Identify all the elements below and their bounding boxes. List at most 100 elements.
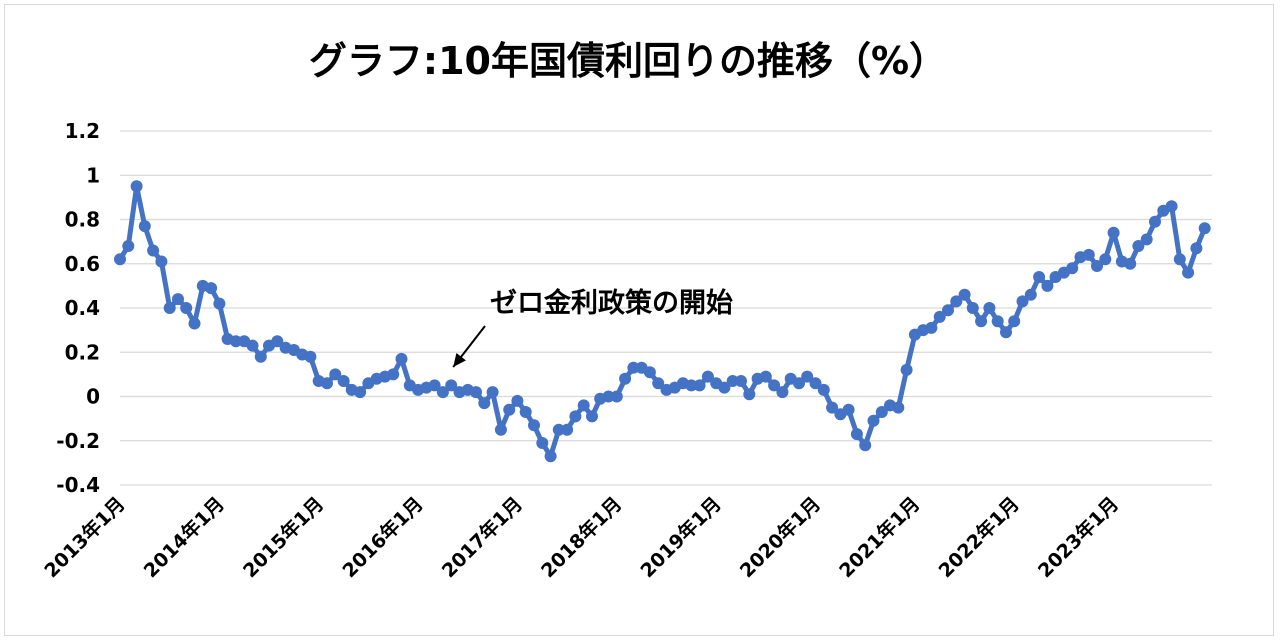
data-point: [793, 377, 805, 390]
data-point: [1066, 262, 1079, 275]
data-point: [768, 379, 781, 392]
data-point: [1000, 326, 1012, 339]
data-point: [519, 406, 532, 418]
data-point: [552, 423, 565, 436]
data-point: [577, 399, 590, 412]
data-point: [809, 377, 822, 390]
data-point: [1198, 222, 1211, 235]
data-point: [627, 361, 640, 374]
annotation-text: ゼロ金利政策の開始: [490, 287, 733, 319]
data-point: [850, 428, 863, 441]
chart-frame: [4, 4, 1274, 636]
data-point: [842, 403, 855, 416]
data-point: [925, 321, 938, 334]
y-tick-label: 0.6: [65, 252, 100, 276]
data-point: [701, 370, 714, 383]
y-tick-label: 0.2: [65, 340, 100, 364]
data-point: [138, 220, 151, 233]
series-yield: [114, 180, 1211, 463]
y-axis-tick-labels: 1.2 1 0.8 0.6 0.4 0.2 0 -0.2 -0.4: [56, 119, 100, 497]
data-point: [643, 366, 656, 379]
data-point: [246, 339, 259, 352]
data-point: [561, 423, 574, 436]
data-point: [271, 335, 284, 348]
data-point: [122, 240, 135, 252]
y-tick-label: 1.2: [65, 119, 100, 143]
data-point: [735, 375, 747, 387]
data-point: [1082, 248, 1095, 261]
data-point: [205, 282, 218, 295]
annotation-arrowhead: [453, 353, 466, 367]
data-point: [1041, 279, 1054, 292]
data-point: [163, 302, 176, 314]
data-point: [875, 406, 888, 418]
y-tick-label: 0: [86, 385, 100, 409]
data-point: [180, 302, 193, 314]
data-point: [130, 180, 143, 193]
data-point: [1024, 288, 1037, 301]
data-point: [503, 403, 516, 416]
data-point: [321, 377, 333, 390]
data-point: [387, 368, 400, 381]
data-point: [892, 401, 905, 414]
data-point: [1107, 226, 1120, 239]
data-point: [817, 383, 830, 396]
grid-lines: [120, 130, 1212, 486]
data-point: [354, 386, 367, 399]
data-point: [685, 379, 698, 392]
data-point: [1132, 240, 1145, 252]
x-tick-label: 2013年1月: [40, 492, 130, 582]
data-point: [718, 381, 731, 394]
x-tick-label: 2016年1月: [338, 492, 428, 582]
data-point: [801, 370, 814, 383]
data-point: [1124, 257, 1137, 270]
x-axis-tick-labels: 2013年1月 2014年1月 2015年1月 2016年1月 2017年1月 2018年…: [40, 492, 1123, 582]
data-point: [511, 394, 524, 407]
data-point: [1016, 295, 1029, 308]
data-point: [494, 423, 507, 436]
data-point: [776, 386, 789, 399]
y-tick-label: 1: [86, 163, 100, 187]
chart-title: グラフ:10年国債利回りの推移（%）: [309, 39, 947, 83]
data-point: [983, 302, 996, 314]
data-point: [428, 379, 441, 392]
data-point: [569, 410, 582, 423]
data-point: [213, 297, 226, 310]
data-point: [900, 363, 913, 376]
data-point: [172, 293, 184, 306]
data-point: [188, 317, 201, 330]
x-tick-label: 2018年1月: [536, 492, 626, 582]
data-point: [337, 375, 350, 387]
data-point: [1182, 266, 1195, 279]
data-point: [1190, 242, 1203, 255]
data-point: [958, 288, 971, 301]
data-point: [610, 390, 623, 403]
data-point: [329, 368, 342, 381]
data-point: [436, 386, 449, 399]
data-point: [726, 375, 739, 387]
data-point: [966, 302, 979, 314]
data-point: [602, 390, 615, 403]
x-tick-label: 2015年1月: [238, 492, 328, 582]
data-point: [826, 401, 839, 414]
data-point: [478, 397, 491, 410]
data-point: [991, 315, 1004, 328]
data-point: [1099, 253, 1112, 266]
data-point: [975, 315, 988, 328]
x-tick-label: 2021年1月: [835, 492, 925, 582]
series-line: [117, 183, 1208, 459]
data-point: [1173, 253, 1186, 266]
data-point: [933, 310, 946, 323]
y-tick-label: -0.2: [56, 429, 100, 453]
x-tick-label: 2014年1月: [139, 492, 229, 582]
y-tick-label: 0.8: [65, 208, 100, 232]
data-point: [528, 419, 540, 432]
x-tick-label: 2023年1月: [1033, 492, 1123, 582]
data-point: [867, 414, 880, 427]
data-point: [114, 253, 126, 266]
annotation: ゼロ金利政策の開始: [452, 287, 733, 368]
data-point: [859, 439, 872, 452]
data-point: [743, 388, 756, 401]
data-point: [1091, 260, 1103, 272]
